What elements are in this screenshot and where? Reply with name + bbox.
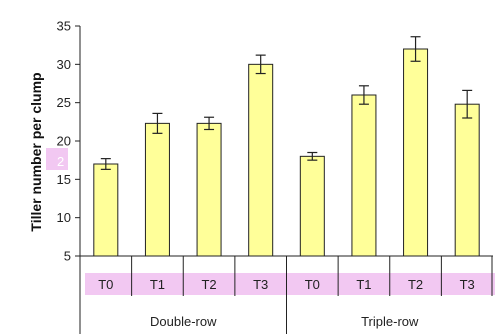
category-label: T1 <box>356 277 371 292</box>
category-label: T2 <box>201 277 216 292</box>
bar <box>144 122 170 257</box>
y-tick-label: 25 <box>57 95 71 110</box>
bar <box>93 163 119 257</box>
bar <box>454 103 480 257</box>
stray-label-highlight <box>46 148 68 170</box>
y-tick-label: 15 <box>57 172 71 187</box>
y-tick-label: 35 <box>57 19 71 34</box>
bar <box>196 122 222 257</box>
y-axis: 5 10 15 20 25 30 35 <box>57 19 81 264</box>
y-tick-label: 10 <box>57 210 71 225</box>
bar <box>351 94 377 257</box>
category-label: T3 <box>460 277 475 292</box>
bars-layer <box>93 36 480 257</box>
y-tick-label: 20 <box>57 134 71 149</box>
bar <box>403 48 429 257</box>
x-axis: T0 T1 T2 T3 T0 T1 T2 T3 Double-row Triple-row <box>79 255 493 334</box>
group-label: Double-row <box>150 314 217 329</box>
category-label: T1 <box>150 277 165 292</box>
y-tick-label: 30 <box>57 57 71 72</box>
category-label: T0 <box>305 277 320 292</box>
category-highlight-band <box>85 273 495 295</box>
category-label: T3 <box>253 277 268 292</box>
bar <box>299 155 325 257</box>
bar <box>248 63 274 257</box>
highlight-layer <box>46 148 495 295</box>
group-label: Triple-row <box>361 314 419 329</box>
category-label: T0 <box>98 277 113 292</box>
category-label: T2 <box>408 277 423 292</box>
y-tick-label: 5 <box>64 249 71 264</box>
y-axis-label: Tiller number per clump <box>28 72 44 231</box>
stray-label: 2 <box>57 154 64 169</box>
